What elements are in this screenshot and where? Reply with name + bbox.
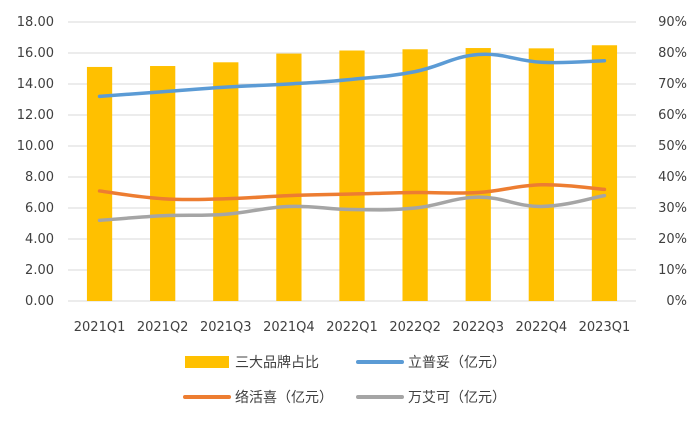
bar [276, 53, 302, 302]
x-tick-label: 2022Q4 [516, 320, 568, 335]
x-tick-label: 2022Q3 [452, 320, 504, 335]
right-tick-label: 80% [658, 46, 687, 61]
left-tick-label: 0.00 [25, 294, 54, 309]
right-tick-label: 10% [658, 263, 687, 278]
left-tick-label: 8.00 [25, 170, 54, 185]
left-tick-label: 2.00 [25, 263, 54, 278]
left-tick-label: 12.00 [17, 108, 54, 123]
left-tick-label: 16.00 [17, 46, 54, 61]
right-tick-label: 60% [658, 108, 687, 123]
x-tick-label: 2021Q3 [200, 320, 252, 335]
left-tick-label: 18.00 [17, 15, 54, 30]
x-tick-label: 2022Q2 [389, 320, 441, 335]
bar [213, 62, 239, 301]
bar-series [86, 45, 618, 302]
legend-label: 三大品牌占比 [235, 354, 319, 371]
right-tick-label: 20% [658, 232, 687, 247]
legend: 三大品牌占比 立普妥（亿元） 络活喜（亿元） 万艾可（亿元） [183, 354, 506, 406]
right-tick-label: 40% [658, 170, 687, 185]
right-tick-label: 70% [658, 77, 687, 92]
left-tick-label: 10.00 [17, 139, 54, 154]
right-tick-label: 50% [658, 139, 687, 154]
x-axis: 2021Q1 2021Q2 2021Q3 2021Q4 2022Q1 2022Q2 2022… [74, 320, 630, 335]
bar [86, 66, 113, 301]
right-tick-label: 0% [666, 294, 687, 309]
left-tick-label: 4.00 [25, 232, 54, 247]
legend-label: 立普妥（亿元） [408, 355, 506, 371]
right-tick-label: 90% [658, 15, 687, 30]
bar [591, 45, 618, 301]
bar [402, 49, 428, 301]
bar [465, 48, 491, 301]
right-tick-label: 30% [658, 201, 687, 216]
left-tick-label: 14.00 [17, 77, 54, 92]
series-line [97, 193, 607, 223]
x-tick-label: 2022Q1 [326, 320, 378, 335]
right-axis: 0% 10% 20% 30% 40% 50% 60% 70% 80% 90% [658, 15, 687, 309]
bar [150, 66, 176, 302]
x-tick-label: 2021Q2 [137, 320, 189, 335]
series-line [97, 52, 607, 99]
legend-label: 万艾可（亿元） [408, 390, 506, 406]
left-tick-label: 6.00 [25, 201, 54, 216]
bar [339, 50, 365, 301]
series-line [97, 182, 607, 202]
x-tick-label: 2021Q1 [74, 320, 126, 335]
left-axis: 0.00 2.00 4.00 6.00 8.00 10.00 12.00 14.00 16.00… [17, 15, 54, 309]
line-series [97, 52, 607, 223]
x-tick-label: 2021Q4 [263, 320, 315, 335]
legend-swatch [185, 356, 229, 368]
bar [528, 48, 554, 301]
legend-label: 络活喜（亿元） [235, 390, 333, 406]
x-tick-label: 2023Q1 [579, 320, 631, 335]
